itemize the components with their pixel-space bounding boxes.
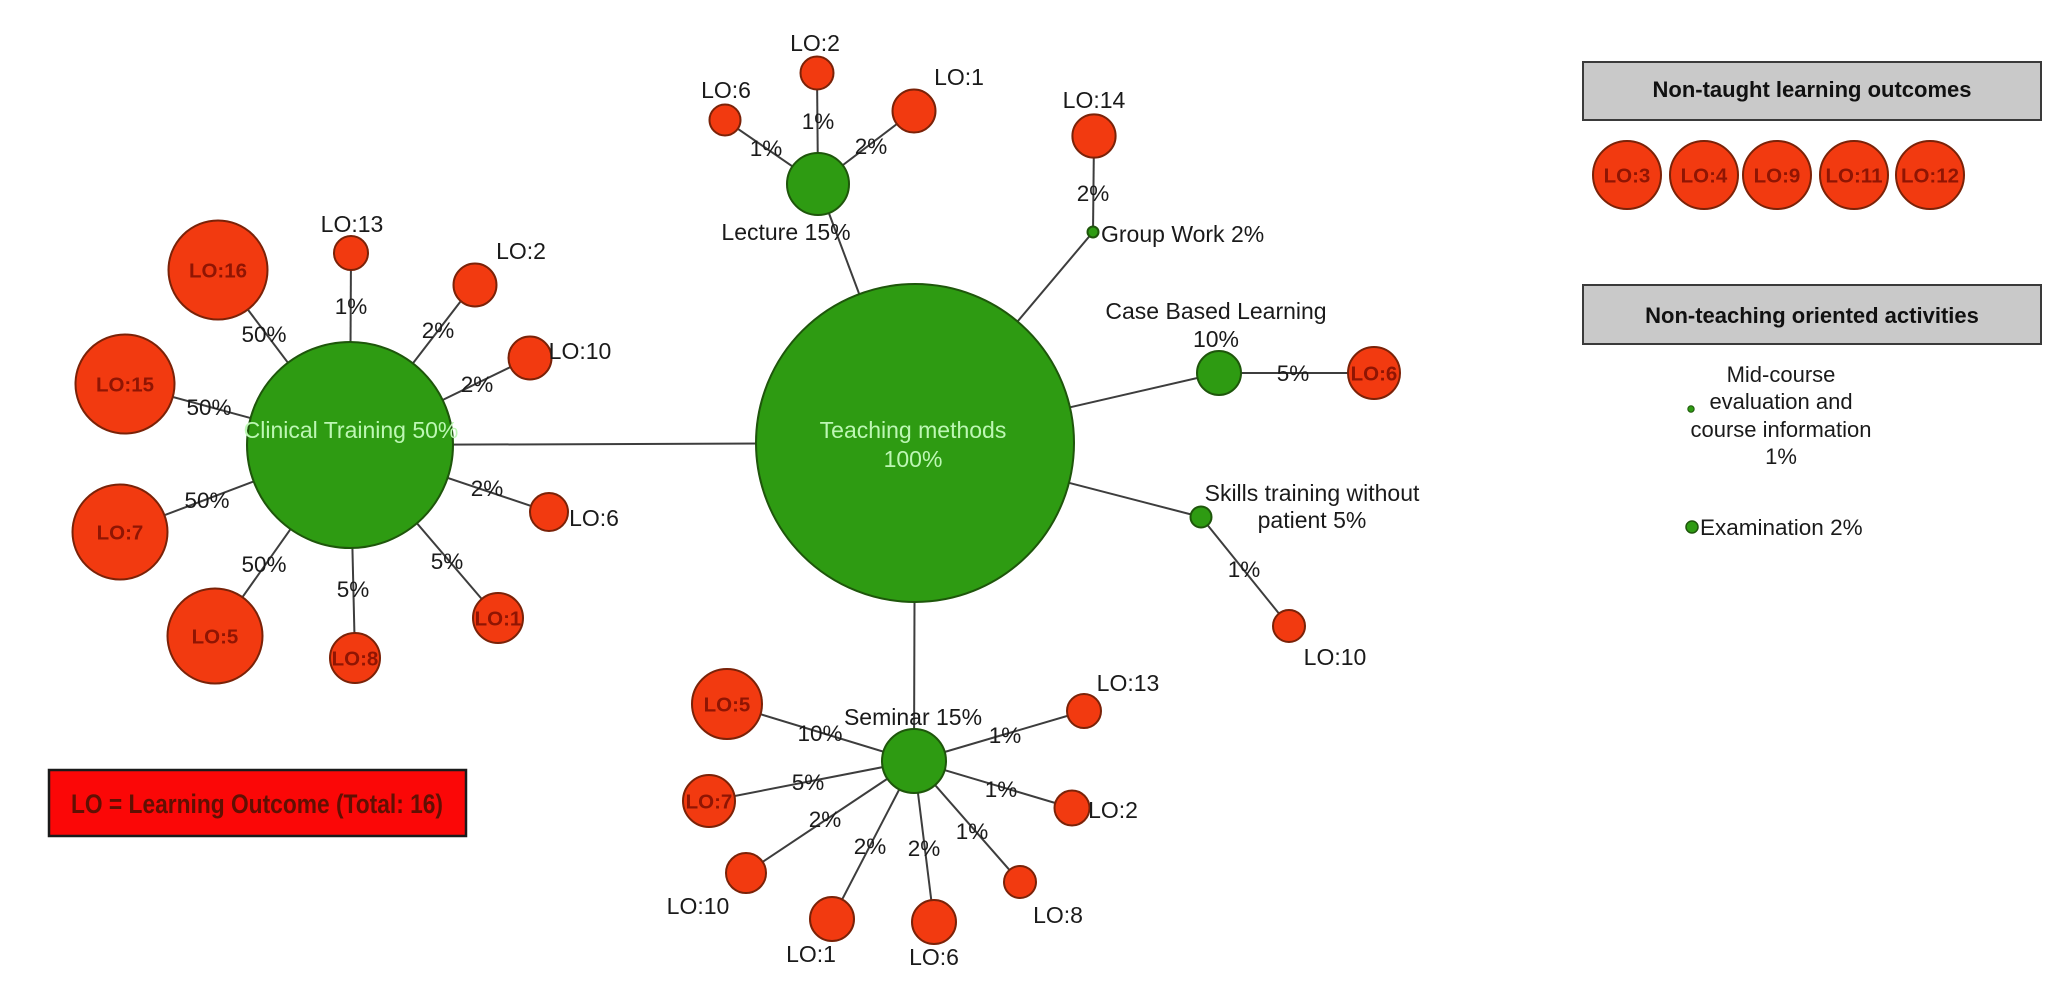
svg-text:LO:8: LO:8 bbox=[1033, 902, 1083, 928]
svg-text:Seminar 15%: Seminar 15% bbox=[844, 704, 982, 730]
svg-text:1%: 1% bbox=[985, 777, 1018, 802]
svg-text:LO:11: LO:11 bbox=[1826, 165, 1883, 188]
svg-text:1%: 1% bbox=[335, 294, 368, 319]
svg-text:5%: 5% bbox=[1277, 361, 1310, 386]
svg-text:2%: 2% bbox=[855, 134, 888, 159]
svg-text:LO:1: LO:1 bbox=[475, 608, 522, 631]
svg-text:LO:5: LO:5 bbox=[704, 694, 751, 717]
svg-text:Case Based Learning: Case Based Learning bbox=[1105, 298, 1326, 324]
svg-text:50%: 50% bbox=[241, 552, 286, 577]
svg-text:LO:5: LO:5 bbox=[192, 626, 239, 649]
svg-text:2%: 2% bbox=[471, 476, 504, 501]
svg-text:LO:15: LO:15 bbox=[96, 374, 154, 397]
svg-text:LO:9: LO:9 bbox=[1754, 165, 1801, 188]
svg-text:evaluation and: evaluation and bbox=[1709, 389, 1852, 414]
svg-text:50%: 50% bbox=[184, 488, 229, 513]
svg-text:LO:14: LO:14 bbox=[1063, 87, 1126, 113]
svg-text:Examination 2%: Examination 2% bbox=[1700, 515, 1863, 540]
svg-text:LO:6: LO:6 bbox=[701, 77, 751, 103]
svg-text:Teaching methods: Teaching methods bbox=[820, 417, 1007, 443]
svg-text:LO:8: LO:8 bbox=[332, 648, 379, 671]
svg-text:LO:10: LO:10 bbox=[667, 893, 730, 919]
svg-text:50%: 50% bbox=[241, 322, 286, 347]
svg-text:50%: 50% bbox=[186, 395, 231, 420]
svg-text:1%: 1% bbox=[956, 819, 989, 844]
svg-text:Lecture 15%: Lecture 15% bbox=[721, 219, 850, 245]
svg-text:LO:10: LO:10 bbox=[549, 338, 612, 364]
svg-text:LO:6: LO:6 bbox=[909, 944, 959, 970]
svg-text:LO:2: LO:2 bbox=[496, 238, 546, 264]
svg-text:1%: 1% bbox=[1228, 557, 1261, 582]
svg-text:LO:2: LO:2 bbox=[790, 30, 840, 56]
svg-text:patient 5%: patient 5% bbox=[1258, 507, 1367, 533]
svg-text:LO:2: LO:2 bbox=[1088, 797, 1138, 823]
svg-text:LO:7: LO:7 bbox=[686, 791, 733, 814]
svg-text:2%: 2% bbox=[908, 836, 941, 861]
svg-text:LO:12: LO:12 bbox=[1901, 165, 1959, 188]
svg-text:2%: 2% bbox=[422, 318, 455, 343]
svg-text:LO:10: LO:10 bbox=[1304, 644, 1367, 670]
svg-text:LO:4: LO:4 bbox=[1681, 165, 1728, 188]
svg-text:2%: 2% bbox=[1077, 181, 1110, 206]
svg-text:100%: 100% bbox=[884, 446, 943, 472]
svg-text:LO:6: LO:6 bbox=[569, 505, 619, 531]
svg-text:LO:13: LO:13 bbox=[1097, 670, 1160, 696]
svg-text:LO:1: LO:1 bbox=[934, 64, 984, 90]
svg-text:1%: 1% bbox=[750, 136, 783, 161]
svg-text:2%: 2% bbox=[809, 807, 842, 832]
svg-text:LO:6: LO:6 bbox=[1351, 363, 1398, 386]
svg-text:1%: 1% bbox=[1765, 444, 1797, 469]
svg-text:5%: 5% bbox=[337, 577, 370, 602]
svg-text:10%: 10% bbox=[797, 721, 842, 746]
svg-text:LO = Learning Outcome (Total:: LO = Learning Outcome (Total: 16) bbox=[71, 789, 443, 819]
svg-text:5%: 5% bbox=[431, 549, 464, 574]
svg-text:1%: 1% bbox=[989, 723, 1022, 748]
svg-text:Non-taught learning outcomes: Non-taught learning outcomes bbox=[1653, 77, 1972, 102]
svg-text:LO:7: LO:7 bbox=[97, 522, 144, 545]
svg-text:Mid-course: Mid-course bbox=[1727, 362, 1836, 387]
svg-text:LO:1: LO:1 bbox=[786, 941, 836, 967]
svg-text:LO:3: LO:3 bbox=[1604, 165, 1651, 188]
svg-text:Group Work 2%: Group Work 2% bbox=[1101, 221, 1264, 247]
svg-text:Skills training without: Skills training without bbox=[1205, 480, 1420, 506]
svg-text:2%: 2% bbox=[854, 834, 887, 859]
svg-text:5%: 5% bbox=[792, 770, 825, 795]
svg-text:Non-teaching oriented activiti: Non-teaching oriented activities bbox=[1645, 303, 1979, 328]
svg-text:10%: 10% bbox=[1193, 326, 1239, 352]
svg-text:1%: 1% bbox=[802, 109, 835, 134]
svg-text:2%: 2% bbox=[461, 372, 494, 397]
svg-text:course information: course information bbox=[1691, 417, 1872, 442]
svg-text:Clinical Training 50%: Clinical Training 50% bbox=[244, 417, 459, 443]
svg-text:LO:13: LO:13 bbox=[321, 211, 384, 237]
svg-text:LO:16: LO:16 bbox=[189, 260, 247, 283]
